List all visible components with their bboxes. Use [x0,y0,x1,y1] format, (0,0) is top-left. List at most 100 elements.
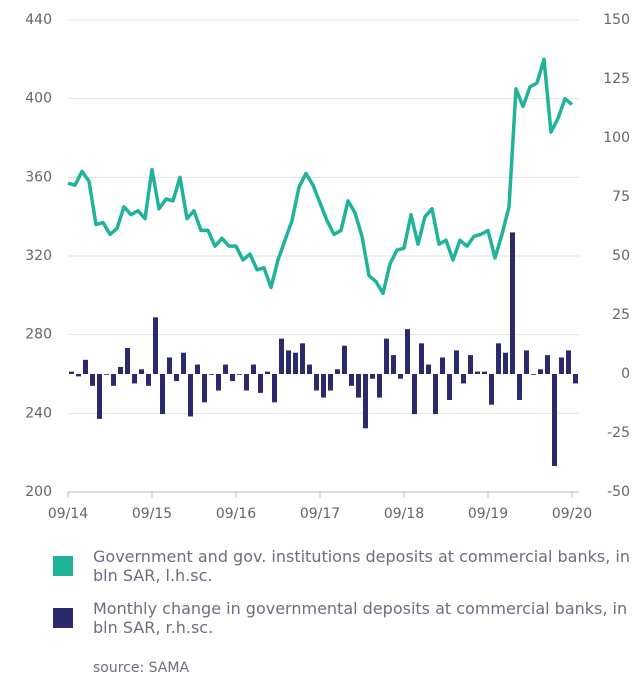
bar [307,364,312,374]
bar [489,374,494,405]
bar [531,374,536,375]
bar [202,374,207,403]
bar [412,374,417,415]
bar [377,374,382,398]
bar [209,374,214,375]
bar [76,374,81,377]
bar [167,357,172,374]
bar [258,374,263,393]
y2-tick-label: 0 [621,366,630,382]
bar [363,374,368,429]
bar [391,355,396,374]
bar [342,345,347,374]
y-tick-label: 280 [25,327,52,343]
bar [321,374,326,398]
y-tick-label: 200 [25,484,52,500]
bar [370,374,375,379]
bar [181,352,186,374]
y2-tick-label: 150 [603,12,630,28]
bar [83,359,88,374]
bar [153,317,158,374]
legend-item: Government and gov. institutions deposit… [53,547,633,585]
bar [398,374,403,379]
bar [132,374,137,384]
bar [510,232,515,374]
y2-tick-label: 75 [612,189,630,205]
bar [118,366,123,374]
bar [573,374,578,384]
bar [286,350,291,374]
bar [146,374,151,386]
bar [468,355,473,374]
bar [419,343,424,374]
bar [90,374,95,386]
x-tick-label: 09/16 [216,506,256,522]
bar [335,369,340,374]
x-tick-label: 09/14 [48,506,88,522]
bar [125,348,130,374]
bar [300,343,305,374]
bar [496,343,501,374]
legend-label: Monthly change in governmental deposits … [93,599,628,637]
bar [174,374,179,382]
bar [538,369,543,374]
chart: 200 240 280 320 360 400 440 -50 -25 0 25 50 75 100 125… [25,12,630,522]
bar [405,329,410,374]
y2-tick-label: -25 [607,425,630,441]
bar [384,338,389,374]
bar [356,374,361,398]
bar [559,357,564,374]
bar [517,374,522,400]
bar [265,371,270,374]
bar [104,374,109,375]
bar [426,364,431,374]
y-tick-label: 400 [25,91,52,107]
x-tick-label: 09/18 [384,506,424,522]
bar [433,374,438,415]
bar [293,352,298,374]
legend-label: Government and gov. institutions deposit… [93,547,630,585]
bar [566,350,571,374]
bar [237,374,242,375]
source: source: SAMA [93,660,190,676]
line [67,57,574,296]
bar [475,371,480,374]
y2-tick-label: -50 [607,484,630,500]
bar [545,355,550,374]
y2-tick-label: 50 [612,248,630,264]
bar [111,374,116,386]
bar [328,374,333,391]
bar [503,352,508,374]
legend-swatch [53,556,73,576]
y-tick-label: 240 [25,405,52,421]
bar [524,350,529,374]
bar [251,364,256,374]
bar [461,374,466,384]
bar [482,371,487,374]
x-tick-label: 09/17 [300,506,340,522]
bar [552,374,557,467]
y-tick-label: 360 [25,169,52,185]
bar [314,374,319,391]
y2-tick-label: 125 [603,71,630,87]
x-tick-label: 09/20 [552,506,592,522]
bar [279,338,284,374]
legend-item: Monthly change in governmental deposits … [53,599,633,637]
bar [195,364,200,374]
y2-tick-label: 25 [612,307,630,323]
bar [97,374,102,419]
bar [216,374,221,391]
bar [447,374,452,400]
bar [223,364,228,374]
legend-swatch [53,608,73,628]
y-tick-label: 440 [25,12,52,28]
y-tick-label: 320 [25,248,52,264]
x-tick-label: 09/19 [468,506,508,522]
bar [440,357,445,374]
y2-tick-label: 100 [603,130,630,146]
x-tick-label: 09/15 [132,506,172,522]
bar [272,374,277,403]
bar [69,371,74,374]
bar [230,374,235,382]
